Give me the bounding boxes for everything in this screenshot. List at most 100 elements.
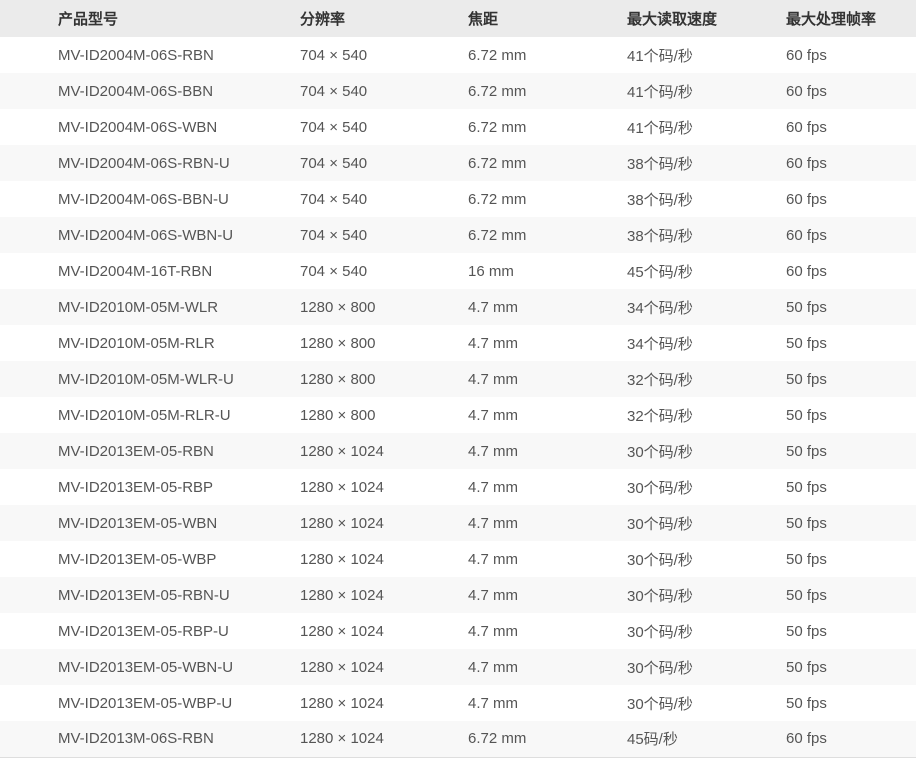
cell-focal: 6.72 mm [468,154,527,172]
cell-model: MV-ID2004M-06S-RBN [58,46,214,64]
cell-model: MV-ID2013EM-05-WBN-U [58,658,234,676]
cell-focal: 6.72 mm [468,226,527,244]
table-row: MV-ID2010M-05M-RLR-U 1280 × 800 4.7 mm 32个码… [0,397,916,433]
table-row: MV-ID2013EM-05-WBN-U 1280 × 1024 4.7 mm 30个… [0,649,916,685]
cell-read_speed: 38个码/秒 [627,191,693,209]
cell-model: MV-ID2004M-06S-RBN-U [58,154,230,172]
cell-focal: 4.7 mm [468,586,519,604]
cell-model: MV-ID2013EM-05-RBN-U [58,586,230,604]
cell-resolution: 704 × 540 [300,154,368,172]
cell-frame_rate: 50 fps [786,694,827,712]
cell-read_speed: 41个码/秒 [627,119,693,137]
cell-frame_rate: 50 fps [786,658,827,676]
cell-model: MV-ID2013EM-05-WBN [58,514,218,532]
cell-read_speed: 30个码/秒 [627,551,693,569]
cell-resolution: 1280 × 1024 [300,658,384,676]
cell-read_speed: 30个码/秒 [627,623,693,641]
cell-focal: 4.7 mm [468,514,519,532]
cell-model: MV-ID2004M-16T-RBN [58,262,213,280]
table-row: MV-ID2013EM-05-WBP-U 1280 × 1024 4.7 mm 30个… [0,685,916,721]
cell-focal: 4.7 mm [468,550,519,568]
table-row: MV-ID2010M-05M-WLR-U 1280 × 800 4.7 mm 32个码… [0,361,916,397]
cell-frame_rate: 50 fps [786,370,827,388]
table-row: MV-ID2013EM-05-WBN 1280 × 1024 4.7 mm 30个码/… [0,505,916,541]
cell-frame_rate: 50 fps [786,622,827,640]
table-row: MV-ID2004M-06S-RBN 704 × 540 6.72 mm 41个码/秒… [0,37,916,73]
cell-resolution: 1280 × 800 [300,298,376,316]
cell-read_speed: 34个码/秒 [627,335,693,353]
cell-read_speed: 30个码/秒 [627,479,693,497]
cell-model: MV-ID2004M-06S-BBN-U [58,190,229,208]
cell-focal: 6.72 mm [468,46,527,64]
cell-model: MV-ID2013M-06S-RBN [0,721,242,758]
cell-focal: 16 mm [468,262,514,280]
cell-read_speed: 41个码/秒 [627,83,693,101]
cell-focal: 4.7 mm [468,370,519,388]
cell-resolution: 1280 × 800 [300,406,376,424]
cell-model: MV-ID2013EM-05-WBP [58,550,217,568]
header-row: 产品型号 分辨率 焦距 最大读取速度 最大处理帧率 [0,0,916,37]
cell-resolution: 1280 × 1024 [300,442,384,460]
cell-frame_rate: 50 fps [786,550,827,568]
cell-frame_rate: 60 fps [786,154,827,172]
cell-read_speed: 34个码/秒 [627,299,693,317]
cell-frame_rate: 50 fps [786,334,827,352]
column-header-focal: 焦距 [410,0,569,37]
cell-model: MV-ID2010M-05M-WLR [58,298,219,316]
cell-resolution: 1280 × 1024 [300,694,384,712]
cell-resolution: 704 × 540 [300,46,368,64]
table-row: MV-ID2013EM-05-RBP-U 1280 × 1024 4.7 mm 30个… [0,613,916,649]
cell-focal: 4.7 mm [468,694,519,712]
column-header-resolution: 分辨率 [242,0,410,37]
cell-focal: 4.7 mm [468,406,519,424]
cell-frame_rate: 50 fps [786,298,827,316]
column-header-read_speed: 最大读取速度 [569,0,728,37]
cell-resolution: 1280 × 1024 [300,478,384,496]
cell-frame_rate: 50 fps [786,442,827,460]
cell-resolution: 704 × 540 [300,118,368,136]
cell-focal: 4.7 mm [468,622,519,640]
cell-focal: 4.7 mm [468,334,519,352]
cell-focal: 4.7 mm [468,478,519,496]
cell-model: MV-ID2010M-05M-RLR-U [58,406,231,424]
column-header-model: 产品型号 [0,0,242,37]
table-row: MV-ID2013EM-05-WBP 1280 × 1024 4.7 mm 30个码/… [0,541,916,577]
cell-frame_rate: 60 fps [786,190,827,208]
table-row: MV-ID2013EM-05-RBN 1280 × 1024 4.7 mm 30个码/… [0,433,916,469]
cell-resolution: 704 × 540 [300,226,368,244]
cell-focal: 4.7 mm [468,658,519,676]
cell-resolution: 1280 × 1024 [300,550,384,568]
cell-focal: 4.7 mm [468,298,519,316]
cell-focal: 6.72 mm [468,118,527,136]
cell-resolution: 704 × 540 [300,82,368,100]
table-header: 产品型号 分辨率 焦距 最大读取速度 最大处理帧率 [0,0,916,37]
cell-read_speed: 30个码/秒 [627,587,693,605]
cell-read_speed: 30个码/秒 [627,659,693,677]
cell-read_speed: 30个码/秒 [627,695,693,713]
cell-frame_rate: 50 fps [786,478,827,496]
table-row: MV-ID2010M-05M-WLR 1280 × 800 4.7 mm 34个码/秒… [0,289,916,325]
cell-frame_rate: 60 fps [786,226,827,244]
cell-resolution: 1280 × 1024 [300,622,384,640]
cell-resolution: 704 × 540 [300,262,368,280]
cell-read_speed: 32个码/秒 [627,407,693,425]
table-row: MV-ID2004M-06S-BBN-U 704 × 540 6.72 mm 38个码… [0,181,916,217]
cell-frame_rate: 50 fps [786,514,827,532]
table-row: MV-ID2013M-06S-RBN 1280 × 1024 6.72 mm 45码/… [0,721,916,758]
cell-read_speed: 45码/秒 [569,721,728,758]
cell-read_speed: 38个码/秒 [627,227,693,245]
cell-frame_rate: 60 fps [786,82,827,100]
cell-frame_rate: 50 fps [786,406,827,424]
cell-focal: 6.72 mm [468,82,527,100]
cell-read_speed: 32个码/秒 [627,371,693,389]
cell-resolution: 1280 × 1024 [300,514,384,532]
cell-model: MV-ID2010M-05M-WLR-U [58,370,234,388]
cell-frame_rate: 60 fps [786,46,827,64]
cell-read_speed: 41个码/秒 [627,47,693,65]
cell-resolution: 1280 × 800 [300,370,376,388]
cell-model: MV-ID2013EM-05-RBN [58,442,214,460]
cell-read_speed: 38个码/秒 [627,155,693,173]
cell-model: MV-ID2013EM-05-RBP [58,478,214,496]
